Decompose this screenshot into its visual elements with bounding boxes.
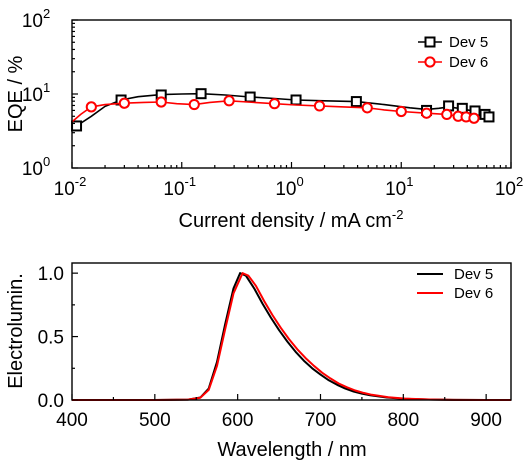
eqe-x-axis-label-main: Current density / mA cm: [179, 210, 392, 232]
el-y-axis-label: Electrolumin.: [5, 273, 27, 389]
eqe-x-tick-exponent: 0: [296, 174, 303, 189]
eqe-data-point-dev-6: [155, 96, 167, 108]
eqe-x-tick-label: 102: [495, 174, 523, 200]
el-legend-item-dev5: Dev 5: [417, 266, 493, 283]
eqe-series-layer: [71, 88, 495, 132]
eqe-plot-frame: [71, 19, 512, 169]
eqe-data-point-dev-6: [313, 100, 326, 112]
eqe-y-tick-exponent: 0: [43, 154, 50, 169]
el-x-tick-label: 600: [222, 410, 254, 431]
el-series-layer: [72, 272, 511, 401]
eqe-x-tick-label: 100: [275, 174, 303, 200]
eqe-y-tick-label: 100: [22, 154, 50, 180]
eqe-x-tick-exponent: 1: [406, 174, 413, 189]
eqe-y-tick-base: 10: [22, 11, 43, 32]
el-legend-item-dev6: Dev 6: [417, 285, 493, 302]
eqe-x-tick-exponent: -1: [185, 174, 197, 189]
eqe-legend-label-dev5: Dev 5: [449, 34, 488, 51]
eqe-x-tick-base: 10: [54, 179, 75, 200]
el-plot-frame: [71, 262, 512, 401]
el-chart: 400 500 600 700 800 900 0.0 0.5 1.0 Electrolumin…: [5, 262, 512, 461]
eqe-data-point-dev-5: [244, 91, 256, 103]
eqe-x-tick-label: 101: [385, 174, 413, 200]
eqe-legend-item-dev6: Dev 6: [418, 54, 488, 71]
eqe-data-point-dev-6: [223, 95, 235, 107]
eqe-y-tick-exponent: 1: [43, 80, 50, 95]
eqe-legend: Dev 5 Dev 6: [418, 34, 488, 71]
eqe-data-point-dev-6: [118, 97, 130, 109]
eqe-x-axis-label: Current density / mA cm-2: [179, 207, 404, 232]
eqe-y-axis-label: EQE / %: [5, 55, 27, 132]
eqe-legend-marker-dev5: [424, 36, 436, 48]
el-x-tick-label: 500: [139, 410, 171, 431]
eqe-y-tick-base: 10: [22, 85, 43, 106]
eqe-data-point-dev-6: [441, 108, 453, 121]
el-y-tick-label: 0.0: [38, 391, 64, 412]
eqe-x-tick-exponent: -2: [75, 174, 87, 189]
eqe-y-tick-label: 101: [22, 80, 50, 106]
eqe-data-point-dev-6: [268, 98, 281, 110]
eqe-x-tick-base: 10: [163, 179, 184, 200]
el-y-tick-label: 0.5: [38, 328, 64, 349]
el-x-tick-label: 800: [387, 410, 419, 431]
el-y-tick-label: 1.0: [38, 264, 64, 285]
el-legend: Dev 5 Dev 6: [417, 266, 493, 302]
el-legend-label-dev5: Dev 5: [454, 266, 493, 283]
eqe-data-point-dev-6: [188, 98, 200, 111]
eqe-x-tick-base: 10: [275, 179, 296, 200]
eqe-y-tick-label: 102: [22, 6, 50, 32]
eqe-data-point-dev-6: [420, 107, 433, 119]
eqe-x-axis-label-superscript: -2: [392, 207, 404, 222]
el-x-tick-label: 700: [305, 410, 337, 431]
eqe-data-point-dev-6: [85, 101, 97, 113]
eqe-x-tick-label: 10-2: [54, 174, 87, 200]
eqe-x-tick-base: 10: [495, 179, 516, 200]
eqe-data-point-dev-6: [468, 112, 480, 124]
eqe-legend-item-dev5: Dev 5: [418, 34, 488, 51]
el-ticks-layer: 400 500 600 700 800 900 0.0 0.5 1.0: [38, 264, 502, 431]
eqe-data-point-dev-6: [395, 105, 407, 118]
eqe-data-point-dev-5: [195, 88, 207, 100]
eqe-data-point-dev-5: [71, 120, 83, 132]
eqe-data-point-dev-5: [483, 111, 495, 123]
eqe-x-tick-base: 10: [385, 179, 406, 200]
eqe-x-tick-label: 10-1: [163, 174, 196, 200]
eqe-data-point-dev-5: [350, 96, 362, 108]
el-x-axis-label: Wavelength / nm: [217, 439, 366, 461]
eqe-y-tick-base: 10: [22, 159, 43, 180]
el-x-tick-label: 900: [470, 410, 502, 431]
el-x-tick-label: 400: [56, 410, 88, 431]
eqe-legend-label-dev6: Dev 6: [449, 54, 488, 71]
el-series-line-dev-5: [72, 272, 511, 401]
eqe-x-tick-exponent: 2: [516, 174, 523, 189]
eqe-y-tick-exponent: 2: [43, 6, 50, 21]
el-legend-label-dev6: Dev 6: [454, 285, 493, 302]
eqe-data-point-dev-6: [361, 102, 373, 114]
eqe-data-point-dev-5: [290, 94, 302, 106]
el-series-line-dev-6: [72, 272, 511, 401]
eqe-legend-marker-dev6: [424, 56, 436, 68]
